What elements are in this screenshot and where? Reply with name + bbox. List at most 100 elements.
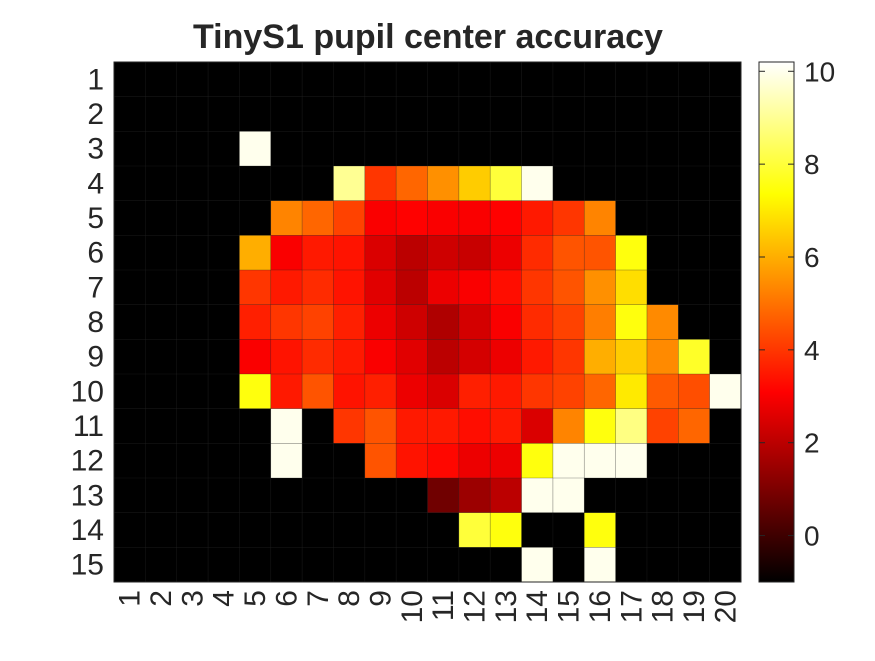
heatmap-cell: [145, 443, 177, 479]
heatmap-cell: [364, 443, 397, 479]
heatmap-cell: [270, 166, 303, 201]
heatmap-cell: [458, 235, 491, 271]
heatmap-cell: [114, 443, 146, 479]
x-tick-label: 10: [396, 590, 429, 623]
heatmap-cell: [364, 235, 397, 271]
heatmap-cell: [302, 512, 334, 548]
y-tick-label: 1: [87, 63, 104, 96]
heatmap-cell: [145, 235, 177, 271]
heatmap-cell: [333, 200, 366, 236]
heatmap-cell: [364, 62, 397, 97]
heatmap-cell: [709, 96, 742, 132]
x-tick-label: 1: [114, 590, 147, 607]
heatmap-cell: [176, 408, 209, 444]
heatmap-cell: [333, 166, 366, 201]
heatmap-cell: [145, 304, 177, 340]
heatmap-cell: [490, 512, 522, 548]
heatmap-cell: [302, 235, 334, 271]
x-tick-label: 7: [302, 590, 335, 607]
heatmap-cell: [396, 166, 428, 201]
heatmap-cell: [333, 96, 366, 132]
heatmap-cell: [333, 304, 366, 340]
heatmap-cell: [239, 408, 272, 444]
x-tick-label: 9: [364, 590, 397, 607]
heatmap-cell: [552, 339, 585, 375]
heatmap-cell: [302, 478, 334, 513]
heatmap-cell: [145, 339, 177, 375]
heatmap-cell: [239, 443, 272, 479]
heatmap-cell: [364, 408, 397, 444]
heatmap-cell: [270, 235, 303, 271]
heatmap-cell: [646, 166, 679, 201]
heatmap-cell: [114, 200, 146, 236]
heatmap-cell: [709, 304, 742, 340]
heatmap-cell: [427, 200, 460, 236]
heatmap-cell: [208, 166, 240, 201]
heatmap-cell: [364, 478, 397, 513]
heatmap-cell: [364, 96, 397, 132]
heatmap-cell: [239, 131, 272, 167]
heatmap-cell: [584, 408, 616, 444]
heatmap-cell: [584, 478, 616, 513]
heatmap-cell: [678, 96, 710, 132]
colorbar-tick-label: 8: [804, 149, 820, 180]
heatmap-cell: [552, 443, 585, 479]
x-tick-label: 12: [459, 590, 492, 623]
heatmap-cell: [490, 166, 522, 201]
heatmap-cell: [176, 270, 209, 305]
x-tick-label: 20: [709, 590, 742, 623]
heatmap-cell: [458, 443, 491, 479]
heatmap-cell: [552, 62, 585, 97]
y-tick-label: 13: [71, 479, 104, 512]
colorbar-tick-label: 6: [804, 242, 820, 273]
heatmap-cell: [584, 166, 616, 201]
y-tick-label: 14: [71, 514, 104, 547]
heatmap-cell: [270, 200, 303, 236]
heatmap-cell: [615, 131, 648, 167]
heatmap-cell: [615, 96, 648, 132]
heatmap-cell: [239, 96, 272, 132]
heatmap-cell: [114, 408, 146, 444]
heatmap-cell: [646, 478, 679, 513]
heatmap-cell: [114, 166, 146, 201]
heatmap-cells: [114, 62, 742, 583]
heatmap-cell: [458, 131, 491, 167]
heatmap-cell: [176, 235, 209, 271]
heatmap-cell: [176, 374, 209, 409]
heatmap-grid: [114, 62, 741, 582]
heatmap-cell: [208, 339, 240, 375]
heatmap-cell: [208, 374, 240, 409]
heatmap-cell: [333, 374, 366, 409]
heatmap-cell: [114, 96, 146, 132]
heatmap-cell: [270, 512, 303, 548]
y-tick-label: 4: [87, 167, 104, 200]
colorbar: [758, 61, 795, 583]
heatmap-cell: [239, 270, 272, 305]
heatmap-cell: [521, 512, 554, 548]
heatmap-cell: [521, 408, 554, 444]
heatmap-cell: [615, 408, 648, 444]
heatmap-cell: [521, 339, 554, 375]
heatmap-cell: [458, 339, 491, 375]
heatmap-cell: [490, 339, 522, 375]
heatmap-cell: [208, 62, 240, 97]
heatmap-cell: [584, 131, 616, 167]
heatmap-cell: [458, 304, 491, 340]
heatmap-cell: [114, 512, 146, 548]
heatmap-cell: [458, 478, 491, 513]
heatmap-cell: [584, 547, 616, 583]
heatmap-cell: [709, 62, 742, 97]
heatmap-cell: [270, 547, 303, 583]
heatmap-cell: [678, 270, 710, 305]
heatmap-cell: [709, 235, 742, 271]
heatmap-cell: [458, 166, 491, 201]
x-tick-label: 16: [584, 590, 617, 623]
heatmap-cell: [239, 339, 272, 375]
heatmap-cell: [646, 512, 679, 548]
heatmap-cell: [458, 200, 491, 236]
heatmap-cell: [239, 62, 272, 97]
x-tick-label: 18: [647, 590, 680, 623]
x-tick-label: 6: [270, 590, 303, 607]
heatmap-cell: [270, 131, 303, 167]
